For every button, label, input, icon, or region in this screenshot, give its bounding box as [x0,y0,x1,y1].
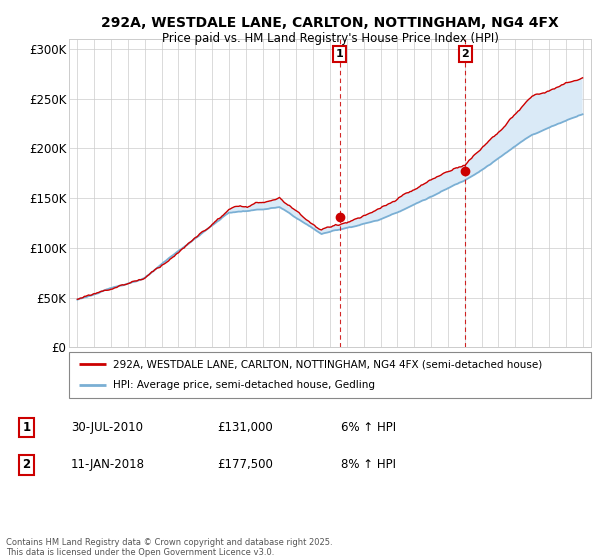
Text: 30-JUL-2010: 30-JUL-2010 [71,421,143,434]
Text: 2: 2 [23,458,31,472]
Text: Contains HM Land Registry data © Crown copyright and database right 2025.
This d: Contains HM Land Registry data © Crown c… [6,538,332,557]
Text: 11-JAN-2018: 11-JAN-2018 [71,458,145,472]
Text: £131,000: £131,000 [218,421,274,434]
Text: Price paid vs. HM Land Registry's House Price Index (HPI): Price paid vs. HM Land Registry's House … [161,32,499,45]
Text: 1: 1 [23,421,31,434]
Text: HPI: Average price, semi-detached house, Gedling: HPI: Average price, semi-detached house,… [113,380,376,390]
Text: 292A, WESTDALE LANE, CARLTON, NOTTINGHAM, NG4 4FX (semi-detached house): 292A, WESTDALE LANE, CARLTON, NOTTINGHAM… [113,359,542,369]
Text: 8% ↑ HPI: 8% ↑ HPI [341,458,396,472]
Text: £177,500: £177,500 [218,458,274,472]
FancyBboxPatch shape [69,352,591,398]
Text: 292A, WESTDALE LANE, CARLTON, NOTTINGHAM, NG4 4FX: 292A, WESTDALE LANE, CARLTON, NOTTINGHAM… [101,16,559,30]
Text: 1: 1 [336,49,344,59]
Text: 6% ↑ HPI: 6% ↑ HPI [341,421,396,434]
Text: 2: 2 [461,49,469,59]
